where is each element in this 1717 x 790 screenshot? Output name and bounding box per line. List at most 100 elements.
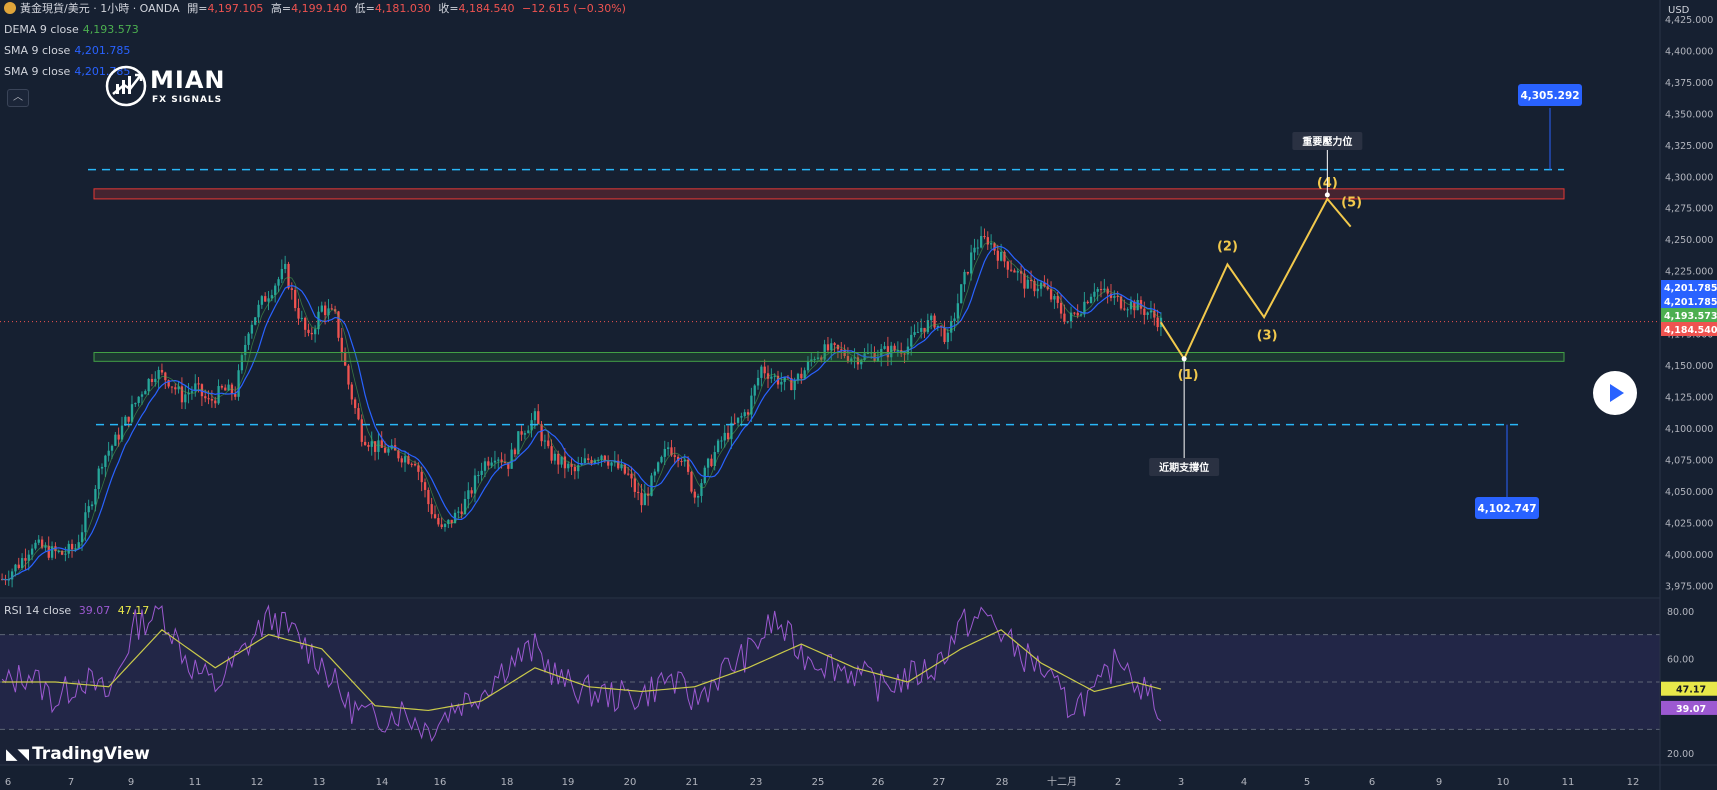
candle-body — [443, 524, 447, 528]
candle-body — [866, 352, 870, 354]
rsi-legend[interactable]: RSI 14 close 39.07 47.17 — [4, 604, 149, 617]
candle-body — [197, 383, 200, 385]
candle-body — [287, 263, 290, 289]
price-tick-label: 4,000.000 — [1665, 550, 1713, 561]
candle-body — [397, 450, 400, 459]
candle-body — [693, 491, 696, 498]
candle-body — [147, 378, 150, 392]
wave-label: (1) — [1178, 368, 1199, 383]
candle-body — [437, 518, 440, 525]
play-button[interactable] — [1593, 371, 1637, 415]
candle-body — [363, 441, 367, 445]
time-tick-label: 27 — [933, 777, 946, 788]
indicator-sma[interactable]: SMA 9 close 4,201.785 — [4, 44, 130, 58]
rsi-tick-label: 20.00 — [1667, 749, 1694, 760]
candle-body — [310, 332, 313, 335]
candle-body — [450, 519, 453, 524]
time-tick-label: 9 — [1436, 777, 1442, 788]
candle-body — [34, 542, 37, 549]
rsi-tag — [1661, 700, 1717, 715]
candle-body — [723, 432, 726, 441]
candle-body — [377, 440, 380, 452]
indicator-value: 4,201.785 — [74, 44, 131, 57]
resistance-callout-dot — [1324, 192, 1330, 198]
candle-body — [64, 553, 67, 555]
time-tick-label: 十二月 — [1047, 775, 1077, 788]
resistance-callout-box — [1292, 132, 1363, 150]
candle-body — [350, 384, 353, 400]
candle-body — [510, 449, 513, 469]
candle-body — [993, 243, 996, 251]
candle-body — [670, 447, 673, 456]
low-label: 低= — [354, 2, 375, 15]
symbol-legend[interactable]: 黃金現貨/美元 · 1小時 · OANDA 開=4,197.105 高=4,19… — [4, 2, 626, 16]
candle-body — [973, 247, 976, 253]
rsi-ma-line — [2, 629, 1162, 712]
candle-body — [1013, 270, 1016, 273]
resistance-callout-text: 重要壓力位 — [1302, 135, 1352, 148]
high-label: 高= — [270, 2, 292, 15]
chevron-up-icon[interactable]: ︿ — [7, 89, 29, 107]
candle-body — [793, 380, 796, 391]
candle-body — [447, 519, 450, 525]
candle-body — [44, 545, 47, 548]
candle-body — [936, 325, 940, 328]
tradingview-icon: ◣◥ — [6, 745, 30, 763]
candle-body — [543, 440, 547, 442]
candle-body — [550, 446, 553, 461]
candle-body — [1069, 312, 1073, 322]
time-tick-label: 16 — [434, 777, 447, 788]
candle-body — [190, 391, 194, 393]
candle-body — [1056, 295, 1059, 303]
candle-body — [267, 298, 270, 302]
candle-body — [417, 465, 420, 472]
candle-body — [357, 408, 360, 420]
candle-body — [660, 456, 663, 463]
candle-body — [47, 545, 50, 558]
candle-body — [94, 488, 97, 505]
candle-body — [14, 564, 17, 572]
candle-body — [234, 393, 237, 397]
candle-body — [304, 317, 307, 330]
candle-body — [280, 269, 284, 280]
candle-body — [457, 511, 460, 513]
candle-body — [120, 425, 124, 440]
candle-body — [387, 448, 390, 453]
candle-body — [57, 550, 60, 552]
candle-body — [307, 329, 310, 333]
candle-body — [1146, 312, 1149, 315]
candle-body — [100, 466, 104, 469]
candle-body — [663, 448, 666, 457]
candle-body — [850, 358, 853, 362]
candle-body — [260, 296, 264, 305]
tradingview-logo[interactable]: ◣◥ TradingView — [6, 744, 150, 764]
candle-body — [254, 317, 257, 325]
candle-body — [1116, 295, 1119, 297]
candle-body — [347, 365, 350, 385]
rsi-ma-value: 47.17 — [117, 604, 150, 617]
candle-body — [970, 252, 973, 274]
candle-body — [160, 369, 164, 373]
candle-body — [134, 402, 137, 405]
price-scale-tag-text: 4,193.573 — [1664, 311, 1717, 322]
indicator-dema[interactable]: DEMA 9 close 4,193.573 — [4, 23, 139, 37]
candle-body — [826, 344, 830, 351]
candle-body — [463, 498, 467, 515]
candle-body — [553, 453, 557, 461]
candle-body — [413, 463, 417, 466]
candle-body — [700, 483, 703, 496]
price-tick-label: 4,300.000 — [1665, 172, 1713, 183]
candle-body — [503, 462, 507, 464]
candle-body — [640, 492, 643, 506]
candle-body — [696, 495, 700, 498]
candle-body — [617, 460, 620, 469]
candle-body — [167, 380, 170, 387]
candle-body — [816, 357, 820, 360]
time-tick-label: 12 — [1627, 777, 1640, 788]
candle-body — [247, 333, 250, 345]
candle-body — [873, 352, 876, 361]
resistance-zone — [93, 188, 1565, 200]
candle-body — [1126, 309, 1129, 311]
candle-body — [806, 361, 810, 371]
